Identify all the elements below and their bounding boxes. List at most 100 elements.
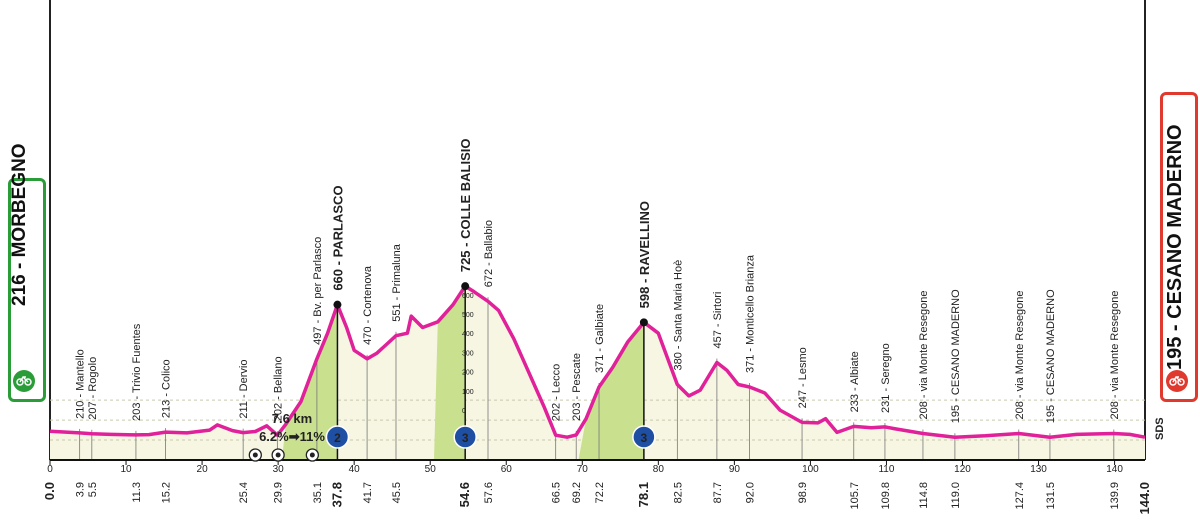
km-distance-label: 29.9 <box>272 482 284 503</box>
start-town: 216 - MORBEGNO <box>9 143 30 306</box>
waypoint-label: 497 - Bv. per Parlasco <box>312 237 324 345</box>
waypoint-lines <box>79 297 1115 460</box>
summit-name-label: 660 - PARLASCO <box>330 185 345 290</box>
km-tick-label: 90 <box>729 464 741 475</box>
km-tick-label: 60 <box>501 464 513 475</box>
climb-category-badge <box>632 425 656 449</box>
background-grid <box>49 0 1146 460</box>
summit-dot <box>333 300 342 309</box>
waypoint-label: 208 - via Monte Resegone <box>1014 290 1026 419</box>
km-tick-label: 20 <box>197 464 209 475</box>
waypoint-label: 207 - Rogolo <box>87 357 99 420</box>
altitude-tick-label: 200 <box>462 370 474 377</box>
km-distance-label: 109.8 <box>880 482 892 510</box>
finish-badge <box>1160 92 1198 402</box>
km-distance-label: 92.0 <box>745 482 757 503</box>
km-distance-label: 5.5 <box>87 482 99 497</box>
climb-category-number: 3 <box>641 431 648 445</box>
km-distance-label: 78.1 <box>636 482 651 507</box>
km-distance-label: 11.3 <box>131 482 143 503</box>
altitude-tick-label: 600 <box>462 293 474 300</box>
waypoint-label: 247 - Lesmo <box>797 347 809 408</box>
waypoint-label: 208 - via Monte Resegone <box>918 290 930 419</box>
target-icon-center <box>252 452 258 458</box>
km-distance-label: 37.8 <box>329 482 344 507</box>
plot-background <box>50 0 1145 460</box>
waypoint-label: 202 - Bellano <box>272 356 284 421</box>
waypoint-labels: 660 - PARLASCO 725 - COLLE BALISIO 598 - R… <box>75 139 1121 424</box>
km-distance-label: 35.1 <box>312 482 324 503</box>
km-distance-label: 131.5 <box>1045 482 1057 510</box>
waypoint-label: 551 - Primaluna <box>391 243 403 322</box>
summit-dot <box>639 318 648 327</box>
summit-name-label: 725 - COLLE BALISIO <box>458 139 473 273</box>
climb-category-badge <box>325 425 350 449</box>
km-distance-label: 98.9 <box>797 482 809 503</box>
waypoint-label: 213 - Colico <box>161 359 173 418</box>
km-tick-label: 110 <box>878 464 894 475</box>
waypoint-label: 208 - via Monte Resegone <box>1109 290 1121 419</box>
climb-fill <box>434 286 466 460</box>
climb-stats: 7.6 km 6.2%➡11% <box>259 411 325 444</box>
climb-distance-label: 7.6 km <box>272 411 312 426</box>
km-distance-label: 72.2 <box>594 482 606 503</box>
waypoint-label: 371 - Monticello Brianza <box>745 254 757 373</box>
waypoint-label: 202 - Lecco <box>551 364 563 421</box>
waypoint-label: 203 - Trivio Fuentes <box>131 323 143 421</box>
climb-category-badge <box>453 425 477 449</box>
km-distance-label: 0.0 <box>42 482 57 500</box>
climb-gradient-label: 6.2%➡11% <box>259 429 325 444</box>
km-tick-label: 80 <box>653 464 665 475</box>
km-distance-label: 69.2 <box>571 482 583 503</box>
grid-icon-center <box>275 452 281 458</box>
km-distance-label: 87.7 <box>712 482 724 503</box>
km-distance-label: 3.9 <box>75 482 87 497</box>
climb-fill <box>578 322 644 460</box>
waypoint-label: 195 - CESANO MADERNO <box>1045 289 1057 423</box>
waypoint-label: 203 - Pescate <box>571 353 583 421</box>
waypoint-label: 380 - Santa Maria Hoè <box>672 260 684 371</box>
km-distance-label: 41.7 <box>362 482 374 503</box>
waypoint-label: 211 - Dervio <box>238 360 250 419</box>
finish-town: 195 - CESANO MADERNO <box>1164 124 1186 370</box>
km-tick-label: 130 <box>1030 464 1047 475</box>
km-distance-label: 127.4 <box>1014 482 1026 510</box>
waypoint-label: 457 - Sirtori <box>712 292 724 349</box>
profile-line <box>49 284 1146 439</box>
summit-markers: 2 3 3 <box>325 282 656 460</box>
km-distance-label: 57.6 <box>483 482 495 503</box>
brand-logo: SDS <box>1154 417 1166 440</box>
waypoint-label: 672 - Ballabio <box>483 220 495 287</box>
km-distance-label: 139.9 <box>1109 482 1121 510</box>
km-distance-label: 15.2 <box>161 482 173 503</box>
summit-dot <box>461 282 470 291</box>
waypoint-label: 210 - Mantello <box>75 349 87 419</box>
km-distance-label: 119.0 <box>950 482 962 509</box>
km-tick-label: 70 <box>577 464 589 475</box>
altitude-tick-label: 400 <box>462 331 474 338</box>
bike-icon <box>1166 370 1188 392</box>
waypoint-label: 195 - CESANO MADERNO <box>950 289 962 423</box>
target-icon-center <box>309 452 315 458</box>
climb-category-number: 2 <box>334 431 341 445</box>
km-tick-label: 30 <box>273 464 285 475</box>
waypoint-label: 233 - Albiate <box>849 351 861 412</box>
summit-name-label: 598 - RAVELLINO <box>637 201 652 308</box>
km-distance-label: 54.6 <box>457 482 472 507</box>
km-axis: 0 10 20 30 40 50 60 70 80 90 100 110 120 130 140 0.0 3.9… <box>42 459 1152 515</box>
km-distance-label: 45.5 <box>391 482 403 503</box>
km-distance-label: 82.5 <box>672 482 684 503</box>
km-tick-label: 140 <box>1106 464 1123 475</box>
climb-category-number: 3 <box>462 431 469 445</box>
km-distance-label: 105.7 <box>849 482 861 510</box>
altitude-tick-label: 500 <box>462 312 474 319</box>
km-distance-label: 25.4 <box>238 482 250 503</box>
profile-line-path <box>49 284 1146 439</box>
km-distance-label: 66.5 <box>551 482 563 503</box>
altitude-tick-label: 100 <box>462 389 474 396</box>
waypoint-label: 371 - Galbiate <box>594 304 606 373</box>
waypoint-label: 231 - Seregno <box>880 343 892 413</box>
waypoint-label: 470 - Cortenova <box>362 265 374 345</box>
km-tick-label: 120 <box>954 464 971 475</box>
